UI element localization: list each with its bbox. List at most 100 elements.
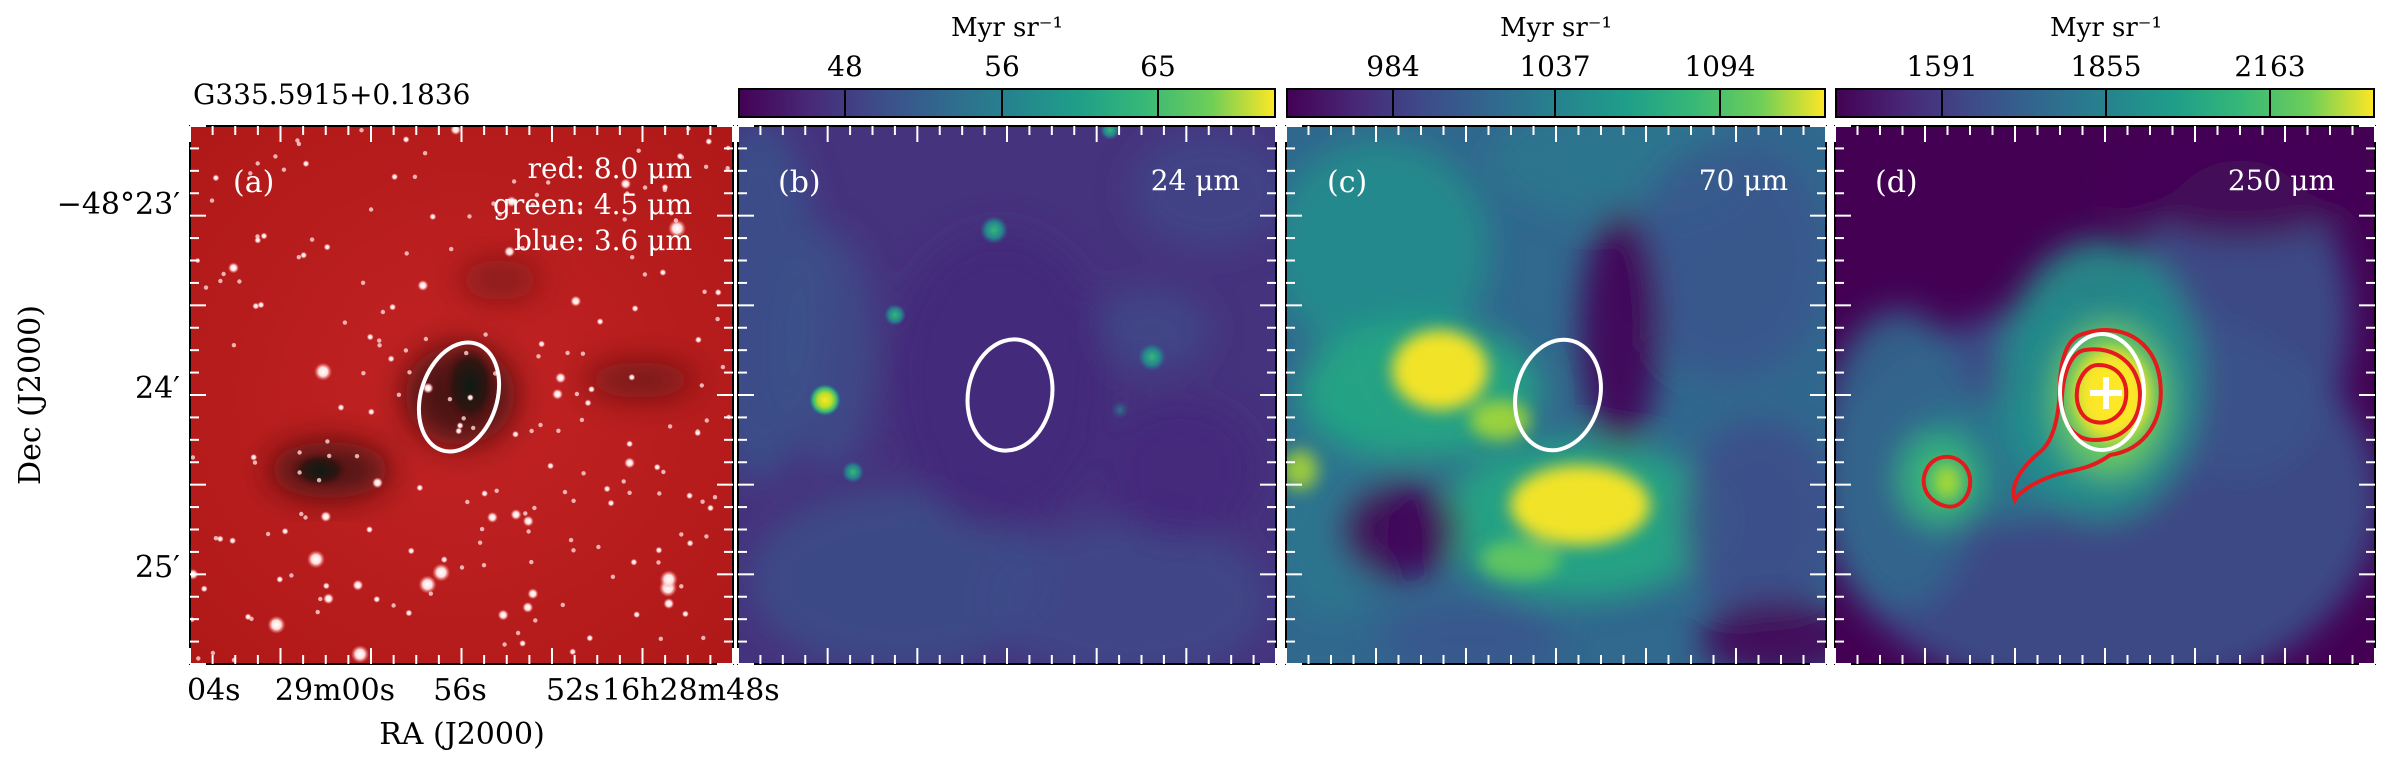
star <box>418 575 437 594</box>
star <box>396 392 402 397</box>
star <box>337 404 345 411</box>
x-axis-label: RA (J2000) <box>379 717 545 752</box>
star <box>403 348 409 353</box>
star <box>315 609 320 615</box>
star <box>621 479 626 484</box>
colorbar-c: Myr sr⁻¹ 984 1037 1094 <box>1286 13 1826 118</box>
star <box>368 207 374 212</box>
star <box>529 428 534 434</box>
star <box>250 453 258 461</box>
colorbar-c-tick: 1037 <box>1519 50 1590 83</box>
star <box>322 582 330 590</box>
y-tick-label: 24′ <box>135 371 180 406</box>
star <box>681 610 689 618</box>
y-tick-label: 25′ <box>135 550 180 585</box>
star <box>405 609 413 617</box>
star <box>297 450 302 455</box>
star <box>663 598 675 610</box>
star <box>281 167 287 172</box>
panel-a <box>190 126 733 664</box>
star <box>289 573 294 578</box>
star <box>307 550 325 569</box>
star <box>228 262 239 274</box>
star <box>351 645 369 664</box>
source-name: G335.5915+0.1836 <box>193 78 470 111</box>
star <box>483 332 488 337</box>
star <box>510 509 522 521</box>
star <box>471 425 476 431</box>
star <box>577 208 583 213</box>
star <box>210 650 216 656</box>
star <box>387 355 395 363</box>
star <box>323 593 334 605</box>
star <box>373 595 381 603</box>
star <box>661 469 666 475</box>
star <box>642 272 648 277</box>
star <box>327 453 332 459</box>
star <box>630 558 638 566</box>
star <box>216 535 224 543</box>
star <box>360 280 366 285</box>
star <box>212 174 220 182</box>
star <box>252 302 260 310</box>
star <box>318 596 323 602</box>
star <box>530 202 535 208</box>
star <box>562 489 568 495</box>
star <box>295 138 300 143</box>
star <box>534 192 540 198</box>
star <box>686 492 694 500</box>
star <box>694 336 702 344</box>
star <box>422 151 428 156</box>
star <box>714 288 722 296</box>
star <box>655 546 663 554</box>
star <box>422 382 434 394</box>
colorbar-d-tick: 2163 <box>2234 50 2305 83</box>
star <box>659 269 667 276</box>
star <box>673 218 679 223</box>
star <box>628 373 636 381</box>
star <box>465 499 470 505</box>
star <box>546 180 551 185</box>
star <box>704 418 709 423</box>
colorbar-c-unit: Myr sr⁻¹ <box>1500 13 1612 43</box>
star <box>248 171 253 176</box>
star <box>309 237 315 242</box>
star <box>668 219 687 238</box>
star <box>704 534 709 539</box>
star <box>447 397 453 402</box>
colorbar-c-tick: 984 <box>1366 50 1419 83</box>
star <box>429 213 437 221</box>
star <box>560 602 565 608</box>
panel-d-ellipse <box>2058 332 2146 452</box>
star <box>366 333 374 341</box>
star <box>627 490 632 495</box>
star <box>712 495 718 500</box>
star <box>494 488 499 493</box>
star <box>412 174 418 179</box>
star <box>506 196 518 208</box>
x-tick-label: 56s <box>433 673 487 708</box>
star <box>497 212 502 217</box>
star <box>218 278 223 284</box>
star <box>479 526 485 532</box>
panel-a-ellipse <box>416 340 502 454</box>
star <box>555 372 567 384</box>
panel-a-letter: (a) <box>233 165 274 200</box>
star <box>574 391 580 397</box>
colorbar-d: Myr sr⁻¹ 1591 1855 2163 <box>1835 13 2375 118</box>
star <box>631 305 639 312</box>
star <box>255 161 260 166</box>
star <box>299 511 304 517</box>
star <box>203 285 209 290</box>
star <box>565 350 570 356</box>
colorbar-c-tick: 1094 <box>1684 50 1755 83</box>
star <box>314 362 333 381</box>
star <box>303 515 308 520</box>
colorbar-d-unit: Myr sr⁻¹ <box>2050 13 2162 43</box>
star <box>579 417 585 423</box>
star <box>538 422 543 428</box>
colorbar-b-tick: 48 <box>827 50 863 83</box>
star <box>372 477 383 489</box>
star <box>659 570 678 589</box>
star <box>625 191 630 196</box>
